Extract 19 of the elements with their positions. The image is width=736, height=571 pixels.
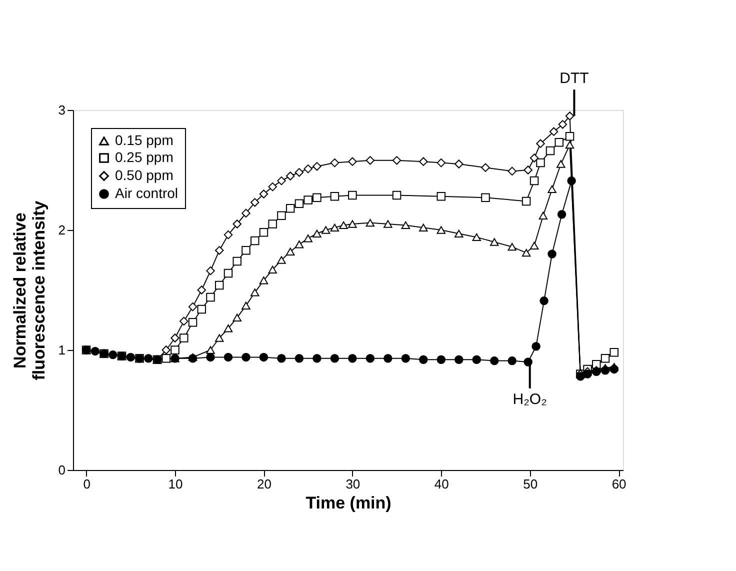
x-tick-label: 10 — [168, 476, 183, 492]
y-tick-label: 1 — [58, 342, 66, 358]
x-axis-title: Time (min) — [306, 494, 392, 512]
x-tick-label: 50 — [523, 476, 538, 492]
annotation: DTT — [560, 70, 589, 87]
x-tick-label: 20 — [256, 476, 272, 492]
y-tick-label: 2 — [58, 222, 66, 238]
legend-label: 0.50 ppm — [115, 167, 174, 183]
y-tick-label: 0 — [58, 462, 66, 478]
y-tick-label: 3 — [58, 102, 66, 118]
legend-label: 0.15 ppm — [115, 132, 174, 148]
legend-label: Air control — [115, 185, 178, 201]
annotation: H₂O₂ — [512, 391, 548, 408]
x-tick-label: 30 — [346, 476, 360, 492]
x-tick-label: 40 — [434, 476, 449, 492]
legend-label: 0.25 ppm — [115, 149, 174, 165]
x-tick-label: 60 — [612, 476, 626, 492]
x-tick-label: 0 — [83, 476, 90, 492]
y-axis-title: Normalized relative fluorescence intensity — [10, 200, 48, 380]
